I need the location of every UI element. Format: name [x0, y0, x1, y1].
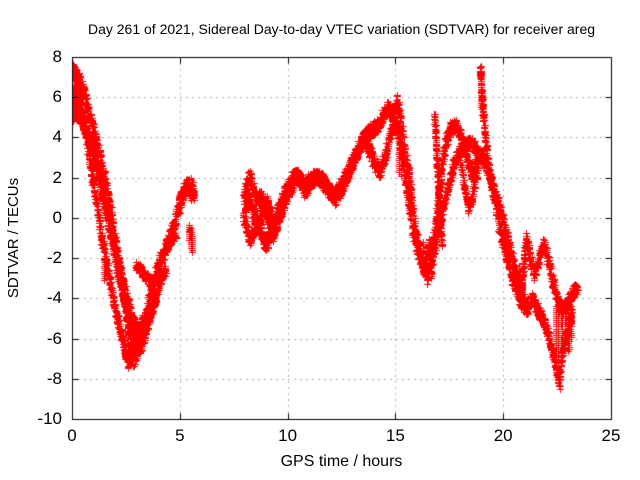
x-tick-label: 25	[601, 426, 621, 445]
x-tick-label: 5	[175, 426, 185, 445]
x-tick-label: 0	[67, 426, 77, 445]
y-tick-label: -8	[46, 368, 62, 388]
y-tick-label: -10	[37, 409, 62, 428]
y-tick-label: 0	[52, 207, 62, 227]
y-tick-label: -4	[46, 288, 62, 308]
y-tick-label: -2	[46, 248, 62, 268]
x-axis-label: GPS time / hours	[280, 453, 403, 470]
y-tick-label: 6	[52, 87, 62, 107]
y-tick-label: 4	[52, 127, 62, 147]
y-tick-label: -6	[46, 328, 62, 348]
x-tick-label: 20	[493, 426, 513, 445]
x-tick-label: 15	[385, 426, 405, 445]
y-tick-label: 2	[52, 167, 62, 187]
chart-title: Day 261 of 2021, Sidereal Day-to-day VTE…	[87, 21, 596, 37]
x-tick-label: 10	[278, 426, 298, 445]
y-tick-label: 8	[52, 47, 62, 66]
